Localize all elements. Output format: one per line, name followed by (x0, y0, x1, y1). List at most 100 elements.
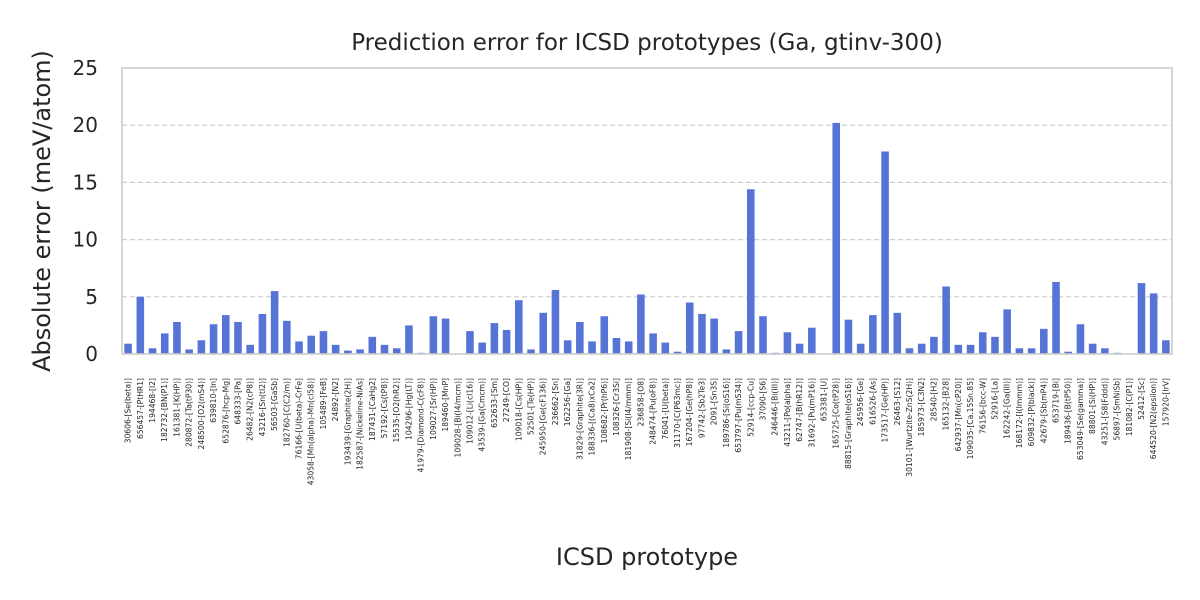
x-tick-label: 653719-[Bi] (1052, 378, 1061, 423)
x-tick-label: 652633-[Sm] (490, 378, 499, 428)
x-tick-label: 616526-[As] (868, 378, 877, 425)
x-tick-label: 43058-[Mn(alpha)-Mn(cI58)] (307, 378, 316, 485)
bar (405, 325, 413, 354)
x-tick-label: 88815-[Graphite(oS16)] (844, 378, 853, 469)
bar (392, 348, 401, 354)
x-tick-label: 30101-[Wurtzite-ZnS(2H)] (905, 378, 914, 477)
x-tick-label: 173517-[Ge(HP)] (881, 378, 890, 442)
y-tick-label: 25 (73, 56, 98, 80)
x-tick-label: 167204-[Ge(hP8)] (685, 378, 694, 446)
bar (283, 320, 291, 354)
x-tick-label: 52501-[Te(HP)] (527, 378, 536, 435)
x-tick-label: 108326-[Cr3Si] (612, 378, 621, 436)
x-tick-label: 76041-[U(beta)] (661, 378, 670, 439)
x-tick-label: 642937-[Mn(cP20)] (954, 378, 963, 451)
bar (942, 286, 950, 354)
bar (221, 315, 230, 354)
bar (295, 341, 303, 354)
x-tick-label: 653049-[Se(gamma)] (1076, 378, 1085, 460)
y-axis-label: Absolute error (meV/atom) (28, 50, 56, 372)
bar (673, 351, 682, 354)
bar (160, 333, 169, 354)
x-tick-label: 15535-[O2(hR2)] (392, 378, 401, 443)
x-tick-label: 245950-[Ge(cF136)] (539, 378, 548, 455)
x-tick-label: 648333-[Pa] (233, 378, 242, 425)
x-tick-label: 181082-[C(P1)] (1125, 378, 1134, 436)
bar (490, 323, 499, 354)
x-tick-label: 56897-[SmNiSb] (1113, 378, 1122, 441)
bar (429, 316, 438, 354)
bar (1027, 348, 1036, 354)
bar (722, 349, 731, 354)
x-tick-label: 280872-[Ta(tP30)] (185, 378, 194, 447)
x-tick-label: 157920-[IrV] (1161, 378, 1170, 426)
bar (1088, 343, 1097, 354)
bar (173, 321, 181, 354)
bar (466, 331, 474, 354)
y-tick-labels: 0 5 10 15 20 25 (73, 56, 98, 366)
bar (966, 344, 975, 354)
x-tick-label: 30606-[Se(beta)] (124, 378, 133, 443)
x-tick-label: 182587-[Nickeline-NiAs] (356, 378, 365, 470)
x-tick-label: 182760-[C(C2/m)] (282, 378, 291, 447)
bar (881, 151, 889, 354)
bar (710, 318, 718, 354)
x-tick-label: 43539-[Ga(Cmcm)] (478, 378, 487, 452)
x-tick-label: 162242-[Ga(III)] (1003, 378, 1012, 439)
bar (234, 321, 242, 354)
x-tick-label: 37090-[S6] (758, 378, 767, 421)
bar (331, 344, 340, 354)
bar (759, 316, 767, 354)
bar (685, 302, 694, 354)
x-tick-label: 194468-[I2] (148, 378, 157, 423)
bar (1101, 348, 1109, 354)
x-tick-label: 168172-[I(Immm)] (1015, 378, 1024, 448)
x-tick-label: 105489-[FeB] (319, 378, 328, 430)
x-tick-label: 52916-[La] (990, 378, 999, 420)
bar (844, 319, 853, 354)
bar (930, 336, 938, 354)
x-tick-label: 43251-[S8(Fddd)] (1100, 378, 1109, 445)
x-tick-label: 182732-[BN(P1)] (160, 378, 169, 442)
bar (991, 336, 999, 354)
x-tick-label: 165725-[Co(tP28)] (832, 378, 841, 449)
bar (356, 349, 364, 354)
x-tick-label: 656457-[PtHR1] (136, 378, 145, 439)
bar (441, 318, 450, 354)
x-tick-label: 97742-[Sb2Te3] (697, 378, 706, 438)
bar (734, 331, 743, 354)
x-tick-label: 108682-[Pr(hP6)] (600, 378, 609, 443)
x-tick-label: 185973-[C3N2] (917, 378, 926, 436)
bar (808, 327, 816, 354)
bar (893, 312, 902, 354)
gridlines (122, 124, 1172, 298)
x-tick-label: 76166-[U(beta)-CrFe] (295, 378, 304, 459)
x-tick-label: 652876-[hcp-Mg] (221, 378, 230, 444)
bar (1003, 309, 1011, 354)
bar (624, 341, 633, 354)
x-tick-label: 41979-[Diamond-C(cF8)] (417, 378, 426, 472)
x-tick-label: 644520-[N2(epsilon)] (1149, 378, 1158, 459)
x-tick-label: 57192-[Cs(tP8)] (380, 378, 389, 438)
x-tick-label: 43216-[Sn(tI2)] (258, 378, 267, 436)
x-tick-label: 187431-[CaHg2] (368, 378, 377, 441)
x-tick-label: 248500-[O2(mS4)] (197, 378, 206, 449)
bar (588, 341, 596, 354)
x-tick-label: 56503-[GaSb] (270, 378, 279, 431)
x-tick-labels: 30606-[Se(beta)] 656457-[PtHR1] 194468-[I2… (124, 378, 1171, 485)
x-tick-label: 248474-[Pu(oF8)] (649, 378, 658, 445)
bar (148, 348, 157, 354)
x-tick-label: 639810-[In] (209, 378, 218, 423)
bar (185, 349, 193, 354)
bar (978, 332, 987, 354)
bar (637, 294, 645, 354)
bar (576, 321, 584, 354)
bar (380, 344, 389, 354)
x-tick-label: 109028-[Bi(I4/mcm)] (453, 378, 462, 458)
bar (1076, 324, 1085, 354)
x-tick-label: 236858-[O8] (636, 378, 645, 426)
x-tick-label: 27249-[CO] (502, 378, 511, 422)
bar (783, 332, 792, 354)
bar (527, 349, 535, 354)
x-tick-label: 31829-[Graphite(3R)] (575, 378, 584, 460)
